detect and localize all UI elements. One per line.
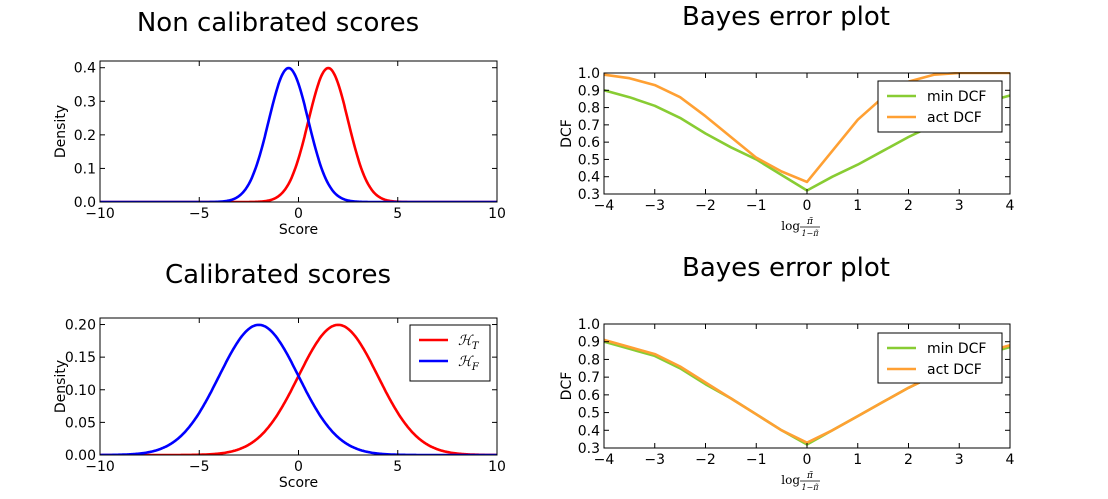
- y-tick-label: 0.15: [65, 350, 96, 366]
- x-tick-label: 0: [294, 459, 303, 475]
- y-tick-label: 0.9: [578, 335, 600, 351]
- x-tick-label: −4: [594, 452, 615, 468]
- svg-text:log: log: [781, 219, 800, 233]
- y-tick-label: 0.3: [74, 94, 96, 110]
- legend-label: act DCF: [927, 362, 982, 378]
- x-tick-label: 5: [393, 206, 402, 222]
- legend-label: min DCF: [927, 89, 986, 105]
- svg-text:π̃: π̃: [806, 216, 814, 227]
- x-axis-label: Score: [279, 222, 318, 238]
- x-tick-label: −2: [695, 452, 716, 468]
- x-axis-label: log π̃ 1−π̃: [781, 470, 820, 492]
- series-line-2: [100, 323, 497, 455]
- y-axis-label: DCF: [559, 372, 575, 401]
- x-tick-label: 0: [803, 452, 812, 468]
- y-tick-label: 0.4: [578, 170, 600, 186]
- y-tick-label: 0.5: [578, 152, 600, 168]
- x-tick-label: 1: [853, 452, 862, 468]
- x-tick-label: 10: [488, 459, 506, 475]
- y-tick-label: 0.6: [578, 388, 600, 404]
- svg-text:1−π̃: 1−π̃: [801, 483, 819, 492]
- chart-3: Bayes error plot−4 −3 −2 −1 0 1 2 3 40.30.40.50.…: [559, 2, 1015, 238]
- legend: min DCF act DCF: [877, 332, 1003, 384]
- y-tick-label: 1.0: [578, 66, 600, 82]
- legend-box: [877, 332, 1003, 384]
- y-tick-label: 0.7: [578, 118, 600, 134]
- y-axis-label: Density: [53, 360, 69, 413]
- chart-4: Bayes error plot −4 −3 −2 −1 0 1 2 3 4 0.3 0.40.5 0.…: [559, 253, 1015, 492]
- legend-box: [877, 80, 1003, 133]
- x-tick-label: 3: [955, 452, 964, 468]
- y-tick-label: 0.5: [578, 406, 600, 422]
- x-tick-label: 2: [904, 198, 913, 214]
- x-axis-label: log π̃ 1−π̃: [781, 216, 820, 238]
- y-tick-label: 1.0: [578, 317, 600, 333]
- series-line-2: [100, 66, 497, 202]
- y-tick-label: 0.6: [578, 135, 600, 151]
- x-tick-label: 10: [488, 206, 506, 222]
- x-tick-label: 2: [904, 452, 913, 468]
- y-axis-label: Density: [53, 105, 69, 158]
- x-tick-label: −4: [594, 198, 615, 214]
- svg-text:log: log: [781, 473, 800, 487]
- y-tick-label: 0.9: [578, 83, 600, 99]
- y-tick-label: 0.2: [74, 128, 96, 144]
- x-tick-label: 5: [393, 459, 402, 475]
- y-tick-label: 0.3: [578, 441, 600, 457]
- chart-title: Calibrated scores: [165, 260, 391, 290]
- x-tick-label: −3: [644, 452, 665, 468]
- x-tick-label: 4: [1006, 198, 1015, 214]
- y-tick-label: 0.05: [65, 415, 96, 431]
- legend-label: ℋF: [458, 354, 480, 373]
- x-tick-label: 1: [853, 198, 862, 214]
- y-tick-label: 0.00: [65, 448, 96, 464]
- x-tick-label: −5: [189, 459, 210, 475]
- x-tick-label: 3: [955, 198, 964, 214]
- y-tick-label: 0.0: [74, 195, 96, 211]
- legend-label: ℋT: [458, 333, 480, 352]
- chart-title: Bayes error plot: [682, 253, 890, 283]
- legend-label: min DCF: [927, 341, 986, 357]
- x-tick-label: −1: [746, 452, 767, 468]
- x-tick-label: −10: [85, 459, 115, 475]
- svg-text:1−π̃: 1−π̃: [801, 229, 819, 238]
- svg-text:π̃: π̃: [806, 470, 814, 481]
- y-tick-label: 0.7: [578, 370, 600, 386]
- x-tick-label: 0: [803, 198, 812, 214]
- x-tick-label: 4: [1006, 452, 1015, 468]
- legend-label: act DCF: [927, 110, 982, 126]
- x-axis-label: Score: [279, 475, 318, 491]
- series-line-2: [604, 72, 1010, 184]
- x-tick-label: −3: [644, 198, 665, 214]
- y-tick-label: 0.4: [578, 423, 600, 439]
- chart-1: Non calibrated scores −10 −5 0 5 10 0.0 0.1 0.2 0…: [53, 8, 506, 238]
- series-lines: [100, 323, 497, 455]
- chart-2: Calibrated scores −10 −5 0 5 10 0.00 0.05 0.10 0.…: [53, 260, 506, 491]
- y-axis-label: DCF: [559, 119, 575, 148]
- chart-title: Non calibrated scores: [137, 8, 419, 38]
- y-tick-label: 0.3: [578, 187, 600, 203]
- x-tick-label: −5: [189, 206, 210, 222]
- x-tick-label: −10: [85, 206, 115, 222]
- x-tick-label: −2: [695, 198, 716, 214]
- legend: ℋT ℋF: [409, 324, 491, 382]
- x-tick-label: −1: [746, 198, 767, 214]
- y-tick-label: 0.20: [65, 318, 96, 334]
- y-tick-label: 0.8: [578, 101, 600, 117]
- legend-box: [409, 324, 491, 382]
- y-tick-label: 0.1: [74, 161, 96, 177]
- y-tick-label: 0.8: [578, 352, 600, 368]
- series-lines: [100, 66, 497, 202]
- y-tick-label: 0.10: [65, 383, 96, 399]
- chart-title: Bayes error plot: [682, 2, 890, 32]
- x-tick-label: 0: [294, 206, 303, 222]
- y-tick-label: 0.4: [74, 61, 96, 77]
- legend: min DCF act DCF: [877, 80, 1003, 133]
- series-line-1: [100, 66, 497, 202]
